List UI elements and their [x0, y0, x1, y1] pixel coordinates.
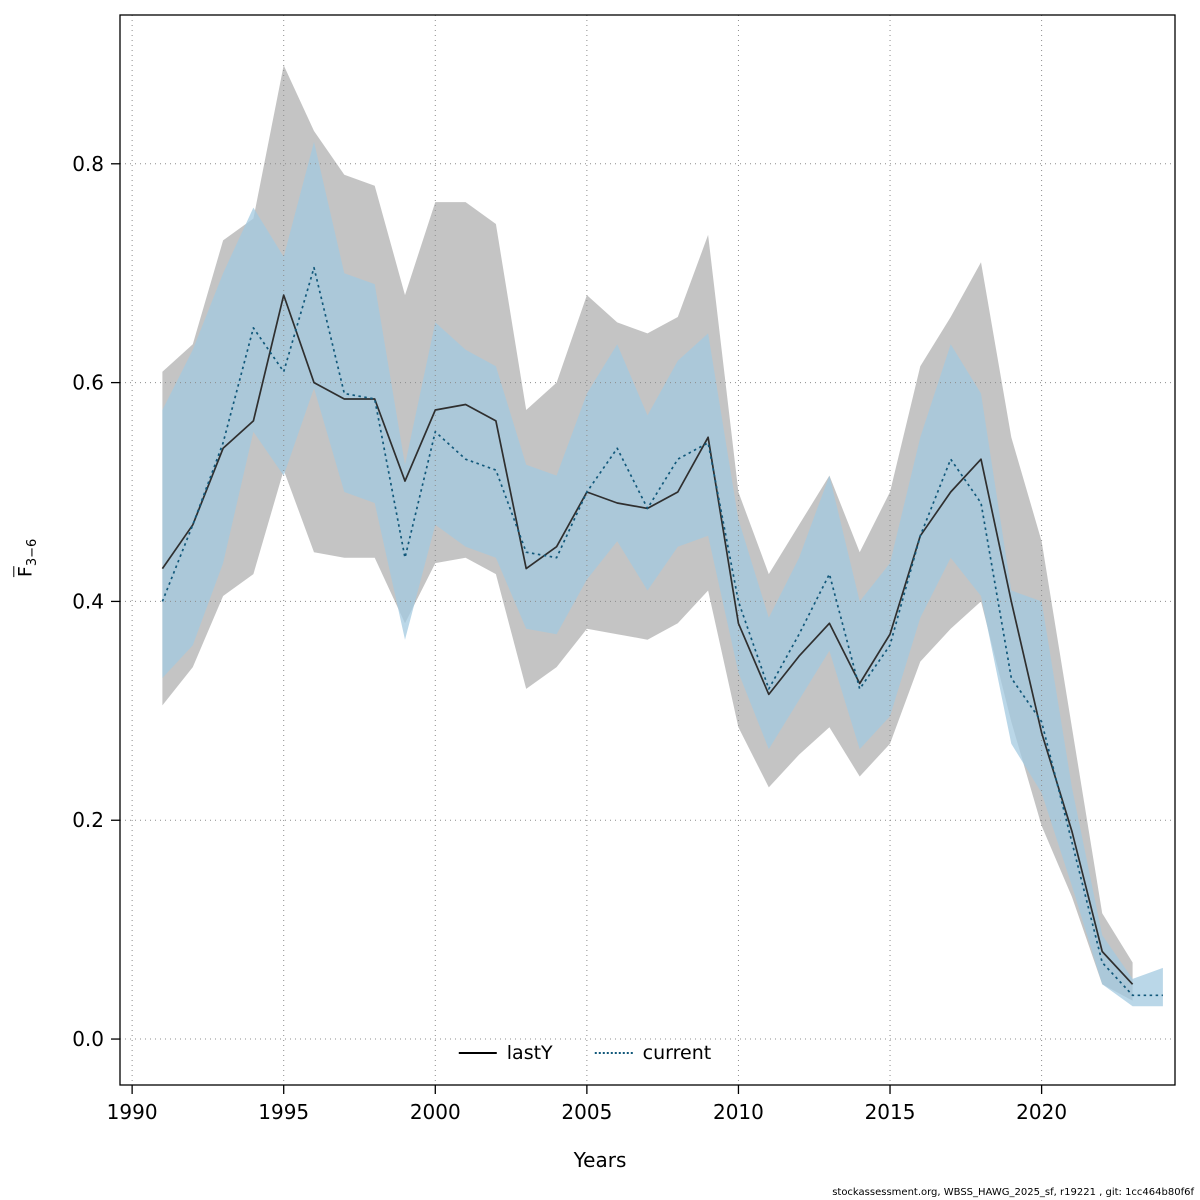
- plot-border: [119, 14, 1176, 1086]
- x-tick-label: 2005: [561, 1100, 612, 1124]
- legend-label-lasty: lastY: [506, 1042, 553, 1064]
- x-tick-label: 1995: [258, 1100, 309, 1124]
- stockassessment-attribution: stockassessment.org, WBSS_HAWG_2025_sf, …: [832, 1187, 1194, 1198]
- dotted-line-swatch-icon: [594, 1052, 633, 1054]
- legend-item-lasty: lastY: [458, 1042, 553, 1064]
- legend-label-current: current: [642, 1042, 712, 1064]
- x-tick-label: 2010: [713, 1100, 764, 1124]
- y-tick-label: 0.4: [72, 589, 104, 613]
- y-axis-label: F3−6: [14, 539, 40, 577]
- solid-line-swatch-icon: [458, 1052, 497, 1054]
- y-tick-label: 0.6: [72, 371, 104, 395]
- x-tick-label: 2020: [1016, 1100, 1067, 1124]
- x-tick-label: 2000: [410, 1100, 461, 1124]
- y-tick-label: 0.2: [72, 808, 104, 832]
- y-tick-label: 0.8: [72, 152, 104, 176]
- x-tick-label: 1990: [107, 1100, 158, 1124]
- x-axis-label: Years: [573, 1148, 627, 1172]
- confidence-band-current: [162, 141, 1163, 1007]
- legend-item-current: current: [594, 1042, 712, 1064]
- y-axis-label-subscript: 3−6: [25, 538, 41, 567]
- chart-legend: lastY current: [458, 1042, 712, 1064]
- x-tick-label: 2015: [865, 1100, 916, 1124]
- y-axis-label-f: F: [14, 566, 37, 578]
- series-line-current: [161, 266, 1163, 997]
- y-tick-label: 0.0: [72, 1027, 104, 1051]
